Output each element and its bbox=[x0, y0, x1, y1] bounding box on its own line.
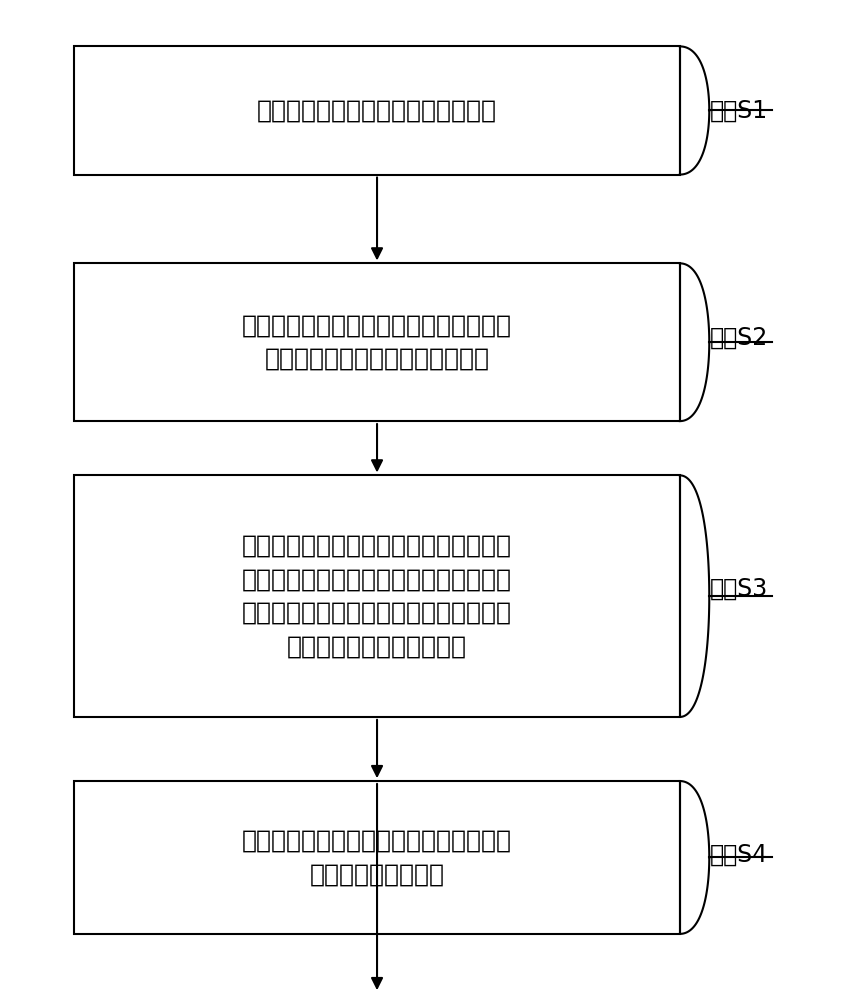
FancyBboxPatch shape bbox=[74, 263, 680, 421]
Text: 步骤S4: 步骤S4 bbox=[710, 843, 768, 867]
FancyBboxPatch shape bbox=[74, 475, 680, 717]
Text: 步骤S1: 步骤S1 bbox=[710, 98, 768, 122]
Text: 将电压振荡量转换为滑差频率补偿量，并
补偿在直线电机的给定滑差频率上: 将电压振荡量转换为滑差频率补偿量，并 补偿在直线电机的给定滑差频率上 bbox=[242, 313, 512, 371]
Text: 步骤S3: 步骤S3 bbox=[710, 577, 768, 601]
Text: 确定逆变器直流侧电压的电压振荡量: 确定逆变器直流侧电压的电压振荡量 bbox=[257, 98, 497, 122]
Text: 步骤S2: 步骤S2 bbox=[710, 325, 768, 349]
Text: 利用重新确定的矢量控制系统调整逆变器
的输出以抑制振荡量: 利用重新确定的矢量控制系统调整逆变器 的输出以抑制振荡量 bbox=[242, 829, 512, 886]
FancyBboxPatch shape bbox=[74, 781, 680, 934]
Text: 根据补偿的给定滑差频率及直线电机的转
子频率求取其定子频率，并根据定子频率
重新确定矢量控制系统的同步旋转坐标变
换公式中的坐标转换角度值: 根据补偿的给定滑差频率及直线电机的转 子频率求取其定子频率，并根据定子频率 重新… bbox=[242, 534, 512, 658]
FancyBboxPatch shape bbox=[74, 46, 680, 175]
